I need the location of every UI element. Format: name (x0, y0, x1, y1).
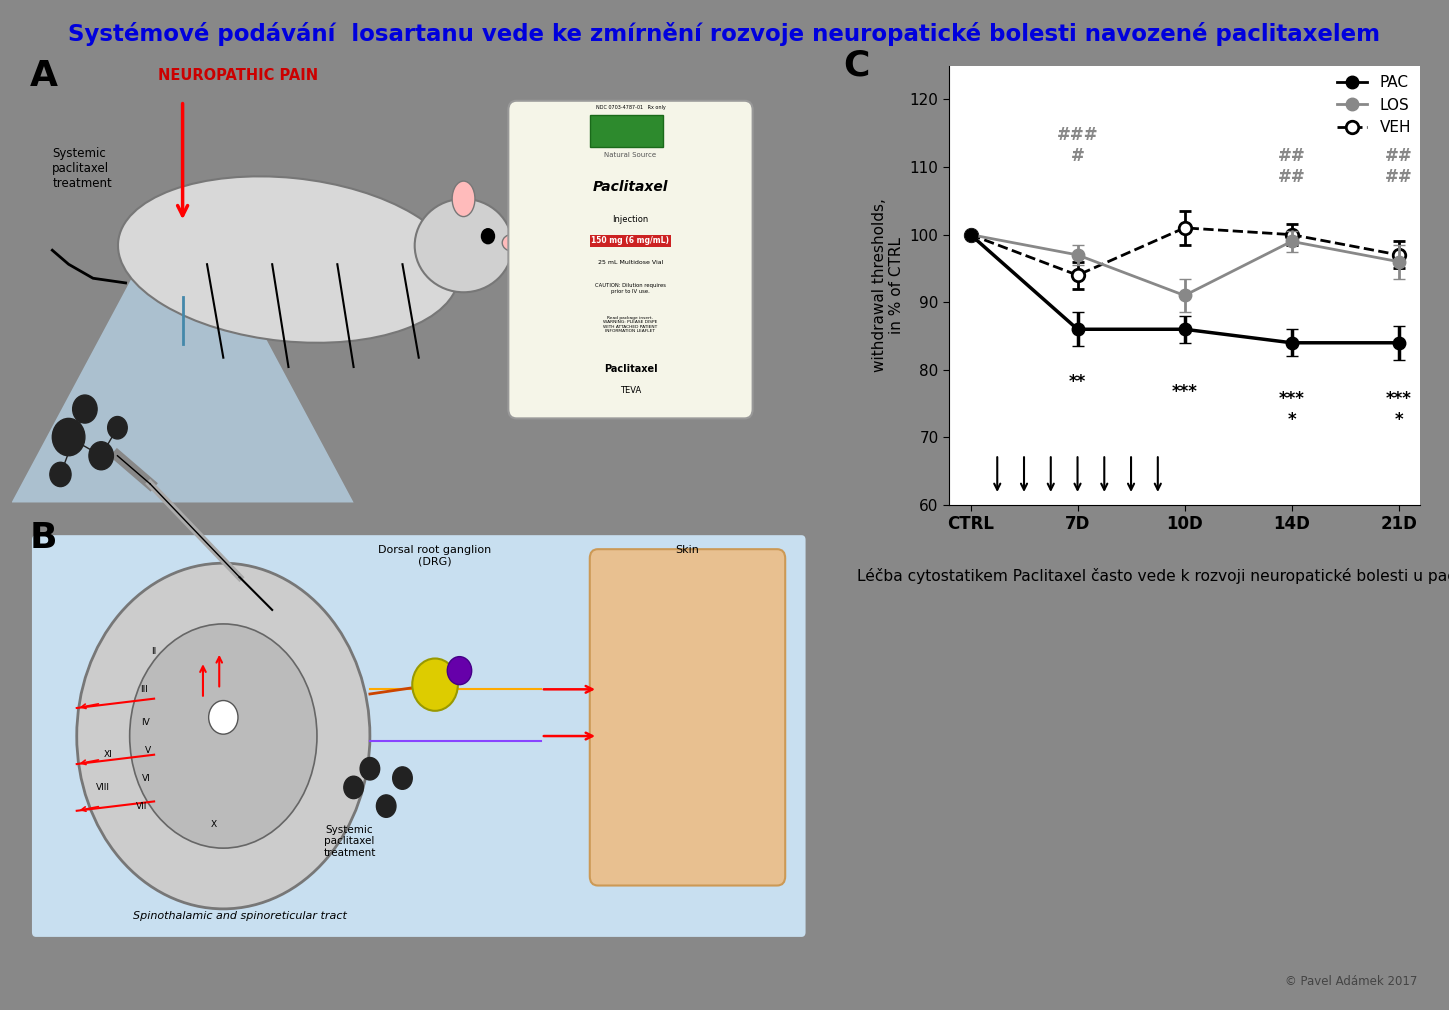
Circle shape (88, 441, 113, 470)
Text: ***
*: *** * (1278, 390, 1304, 429)
Circle shape (52, 418, 85, 456)
Text: VI: VI (142, 774, 151, 783)
Bar (590, 115, 664, 147)
Circle shape (413, 659, 458, 711)
Ellipse shape (452, 181, 475, 216)
FancyBboxPatch shape (590, 549, 785, 886)
Circle shape (393, 767, 413, 789)
Text: Read package insert.
WARNING: PLEASE DISPE
WITH ATTACHED PATIENT
INFORMATION LEA: Read package insert. WARNING: PLEASE DIS… (603, 315, 658, 333)
Text: Paclitaxel: Paclitaxel (604, 365, 658, 375)
Text: 150 mg (6 mg/mL): 150 mg (6 mg/mL) (591, 236, 669, 245)
Ellipse shape (77, 564, 369, 909)
Y-axis label: withdrawal thresholds,
in % of CTRL: withdrawal thresholds, in % of CTRL (872, 198, 904, 373)
Text: X: X (210, 820, 216, 829)
Text: Paclitaxel: Paclitaxel (593, 180, 668, 194)
Circle shape (209, 701, 238, 734)
Text: Natural Source: Natural Source (604, 153, 656, 159)
Circle shape (481, 228, 494, 243)
Text: Injection: Injection (613, 215, 649, 224)
Text: ##
##: ## ## (1278, 146, 1306, 186)
Circle shape (448, 656, 472, 685)
Text: NDC 0703-4787-01   Rx only: NDC 0703-4787-01 Rx only (596, 105, 665, 110)
Text: NEUROPATHIC PAIN: NEUROPATHIC PAIN (158, 68, 319, 83)
Text: Léčba cytostatikem Paclitaxel často vede k rozvoji neuropatické bolesti u pacien: Léčba cytostatikem Paclitaxel často vede… (858, 568, 1449, 584)
Text: Dorsal root ganglion
(DRG): Dorsal root ganglion (DRG) (378, 544, 491, 567)
Legend: PAC, LOS, VEH: PAC, LOS, VEH (1330, 69, 1417, 141)
Text: XI: XI (103, 750, 112, 760)
Polygon shape (12, 236, 354, 502)
Text: ***: *** (1172, 384, 1197, 401)
Ellipse shape (117, 177, 459, 342)
Text: Skin: Skin (675, 544, 700, 554)
Text: © Pavel Adámek 2017: © Pavel Adámek 2017 (1285, 975, 1417, 988)
Text: 25 mL Multidose Vial: 25 mL Multidose Vial (598, 260, 664, 265)
Circle shape (377, 795, 396, 817)
Text: ***
*: *** * (1385, 390, 1411, 429)
Text: Systemic
paclitaxel
treatment: Systemic paclitaxel treatment (323, 825, 375, 857)
Text: ###
#: ### # (1056, 126, 1098, 166)
FancyBboxPatch shape (509, 101, 752, 418)
Circle shape (343, 777, 364, 799)
Text: VIII: VIII (96, 783, 110, 792)
Circle shape (49, 463, 71, 487)
Text: IV: IV (142, 717, 151, 726)
Text: **: ** (1069, 373, 1087, 391)
Ellipse shape (414, 199, 513, 292)
Text: Spinothalamic and spinoreticular tract: Spinothalamic and spinoreticular tract (133, 911, 346, 921)
Text: II: II (152, 647, 156, 656)
Text: V: V (145, 745, 152, 754)
Text: CAUTION: Dilution requires
prior to IV use.: CAUTION: Dilution requires prior to IV u… (596, 283, 667, 294)
Ellipse shape (129, 624, 317, 848)
Text: ##
##: ## ## (1385, 146, 1413, 186)
Text: B: B (29, 521, 57, 556)
FancyBboxPatch shape (32, 535, 806, 937)
Text: TEVA: TEVA (620, 386, 640, 395)
Text: Systémové podávání  losartanu vede ke zmírnění rozvoje neuropatické bolesti navo: Systémové podávání losartanu vede ke zmí… (68, 22, 1381, 46)
Text: III: III (141, 685, 148, 694)
Text: A: A (29, 59, 58, 93)
Text: C: C (843, 48, 869, 83)
Circle shape (72, 395, 97, 423)
Text: VII: VII (136, 802, 148, 811)
Ellipse shape (503, 234, 523, 251)
Circle shape (361, 758, 380, 780)
Circle shape (107, 416, 128, 439)
Text: Systemic
paclitaxel
treatment: Systemic paclitaxel treatment (52, 147, 112, 191)
